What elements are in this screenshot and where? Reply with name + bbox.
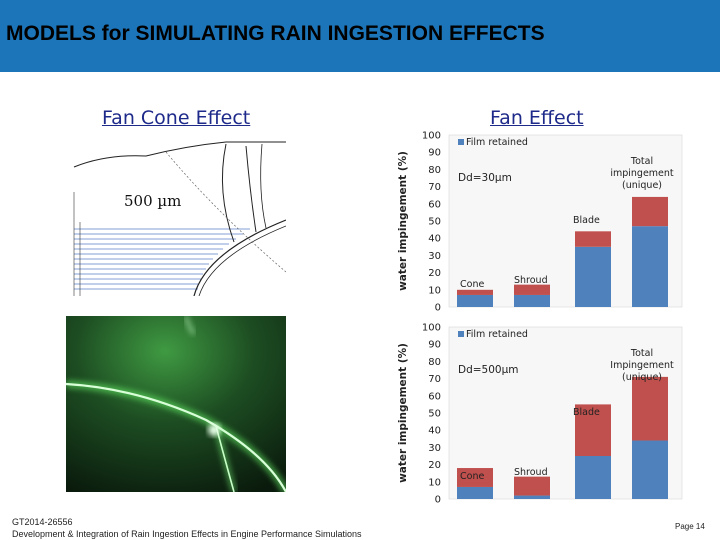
legend-label: Film retained	[466, 329, 528, 340]
y-tick-label: 40	[428, 426, 441, 437]
bar-label: (unique)	[622, 180, 662, 191]
bar-label: Total	[630, 348, 653, 359]
y-tick-label: 100	[422, 131, 441, 142]
y-tick-label: 20	[428, 460, 441, 471]
bar-label: Shroud	[514, 275, 548, 286]
y-tick-label: 0	[435, 303, 441, 313]
title-bar: MODELS for SIMULATING RAIN INGESTION EFF…	[0, 0, 720, 72]
y-tick-label: 90	[428, 340, 441, 351]
footer: GT2014-26556 Development & Integration o…	[12, 516, 362, 540]
y-tick-label: 10	[428, 477, 441, 488]
fan-cone-effect-title: Fan Cone Effect	[102, 107, 251, 129]
bar-label: (unique)	[622, 372, 662, 383]
bar-label: Blade	[573, 407, 600, 418]
blade-outline	[221, 143, 235, 243]
bar-film-retained-3	[632, 226, 668, 307]
paper-code: GT2014-26556	[12, 517, 73, 527]
y-tick-label: 0	[435, 495, 441, 505]
paper-subtitle: Development & Integration of Rain Ingest…	[12, 529, 362, 539]
bar-second-series-3	[632, 376, 668, 441]
y-tick-label: 80	[428, 165, 441, 176]
bar-label: impingement	[610, 168, 674, 179]
y-tick-label: 50	[428, 217, 441, 228]
droplet-size-label: 500 µm	[124, 192, 181, 210]
y-tick-label: 50	[428, 409, 441, 420]
fan-cone-diagram: 500 µm	[73, 141, 286, 296]
bar-film-retained-0	[457, 294, 493, 307]
legend-swatch	[458, 139, 464, 145]
page-number: Page 14	[675, 522, 705, 531]
droplet-trajectories	[74, 228, 250, 290]
y-axis-label: water impingement (%)	[397, 151, 409, 291]
y-tick-label: 10	[428, 285, 441, 296]
bar-label: Impingement	[610, 360, 674, 371]
bar-film-retained-1	[514, 294, 550, 307]
bar-film-retained-0	[457, 486, 493, 499]
bar-second-series-1	[514, 476, 550, 496]
bar-second-series-0	[457, 468, 493, 487]
y-tick-label: 30	[428, 443, 441, 454]
y-axis-label: water impingement (%)	[397, 343, 409, 483]
bar-second-series-1	[514, 284, 550, 295]
bar-film-retained-3	[632, 440, 668, 499]
y-tick-label: 60	[428, 391, 441, 402]
bar-label: Total	[630, 156, 653, 167]
bar-label: Blade	[573, 215, 600, 226]
droplet-diameter-annotation: Dd=500µm	[458, 364, 519, 376]
fan-chart-500um: 0 10 20 30 40 50 60 70 80 90 100 water impingement …	[397, 323, 683, 505]
legend-label: Film retained	[466, 137, 528, 148]
y-tick-label: 20	[428, 268, 441, 279]
y-tick-label: 40	[428, 234, 441, 245]
rain-ingestion-photo	[66, 316, 286, 492]
fan-chart-30um: 0 10 20 30 40 50 60 70 80 90 100 water impingement …	[397, 131, 683, 313]
y-tick-label: 30	[428, 251, 441, 262]
y-tick-label: 100	[422, 323, 441, 334]
y-tick-label: 70	[428, 374, 441, 385]
bar-label: Cone	[460, 471, 484, 482]
bar-film-retained-2	[575, 246, 611, 307]
bar-label: Cone	[460, 279, 484, 290]
droplet-diameter-annotation: Dd=30µm	[458, 172, 512, 184]
bar-film-retained-1	[514, 495, 550, 499]
fan-cone-schematic: 500 µm	[66, 132, 286, 296]
bar-film-retained-2	[575, 456, 611, 499]
casing-line	[73, 141, 286, 168]
bar-second-series-0	[457, 289, 493, 295]
bar-second-series-2	[575, 404, 611, 456]
cone-surface	[193, 219, 286, 296]
fan-effect-title: Fan Effect	[490, 107, 584, 129]
y-tick-label: 80	[428, 357, 441, 368]
slide-title: MODELS for SIMULATING RAIN INGESTION EFF…	[6, 22, 545, 45]
y-tick-label: 70	[428, 182, 441, 193]
y-tick-label: 90	[428, 148, 441, 159]
bar-second-series-3	[632, 196, 668, 227]
y-tick-label: 60	[428, 199, 441, 210]
bar-label: Shroud	[514, 467, 548, 478]
legend-swatch	[458, 331, 464, 337]
bar-second-series-2	[575, 231, 611, 247]
